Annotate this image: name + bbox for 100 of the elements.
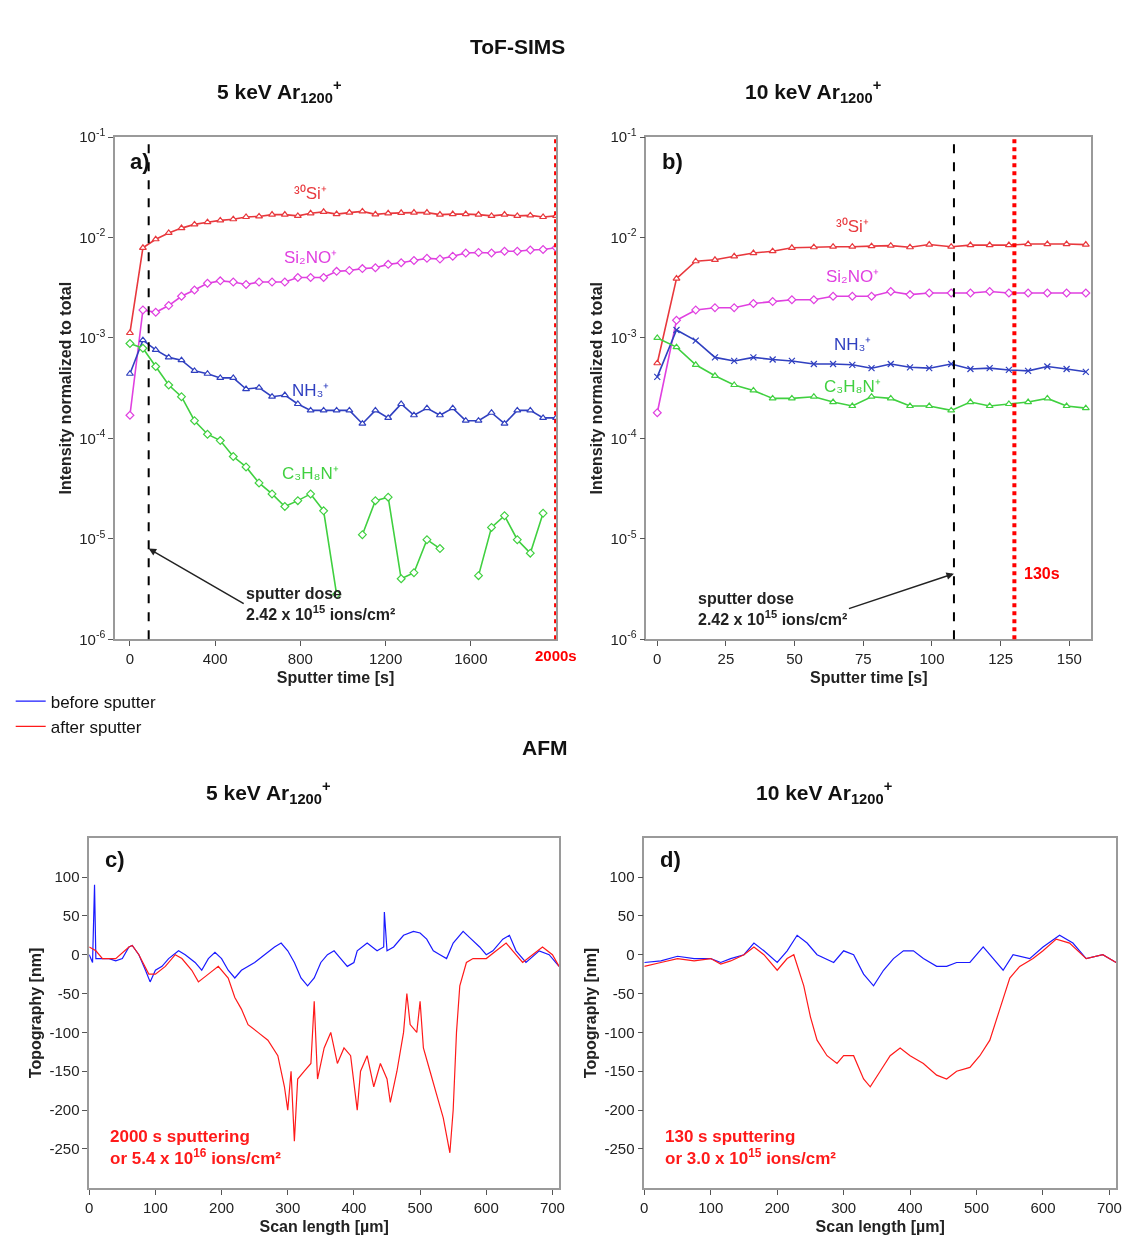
point	[345, 208, 354, 215]
point	[500, 246, 510, 256]
point	[652, 408, 662, 418]
point	[985, 241, 994, 248]
x-tick-label: 75	[854, 650, 872, 668]
point	[125, 410, 135, 420]
ref-line-label: 2000s	[535, 647, 577, 664]
point	[448, 210, 457, 217]
point	[925, 240, 934, 247]
point	[216, 216, 225, 223]
point	[985, 402, 994, 409]
point	[189, 285, 199, 295]
series-label: C₃H₈N⁺	[824, 377, 881, 396]
point	[768, 247, 777, 254]
point	[409, 208, 419, 215]
y-tick-label: 100	[609, 868, 635, 886]
series-label: ³⁰Si⁺	[836, 217, 869, 236]
point	[487, 212, 496, 219]
point	[966, 398, 975, 405]
point	[164, 380, 174, 390]
point	[729, 303, 739, 313]
x-tick-label: 500	[964, 1198, 990, 1216]
point	[1062, 240, 1071, 247]
y-tick-label: 10$^{-2}$	[79, 226, 106, 246]
point	[692, 337, 700, 345]
point	[1043, 394, 1052, 401]
point	[280, 501, 290, 511]
line-series	[644, 938, 1117, 1088]
point	[487, 248, 497, 258]
y-tick-label: 10$^{-4}$	[610, 427, 637, 447]
x-tick-label: 600	[1030, 1198, 1056, 1216]
x-tick-label: 400	[202, 650, 228, 668]
y-tick-label: 10$^{-6}$	[610, 628, 637, 648]
point	[151, 307, 161, 317]
point	[768, 394, 777, 401]
point	[672, 326, 681, 334]
point	[190, 220, 199, 227]
point	[947, 406, 956, 413]
point	[966, 365, 975, 373]
point	[319, 272, 329, 282]
point	[1081, 404, 1090, 411]
point	[749, 249, 758, 256]
point	[422, 253, 432, 263]
point	[203, 218, 212, 225]
point	[526, 406, 535, 413]
x-tick-label: 0	[640, 1198, 649, 1216]
point	[125, 339, 135, 349]
x-tick-label: 300	[275, 1198, 301, 1216]
x-tick-label: 25	[717, 650, 735, 668]
point	[461, 248, 471, 258]
point	[293, 496, 303, 506]
point	[177, 356, 186, 363]
point	[538, 244, 548, 254]
annotation: 130 s sputtering or 3.0 x 10$^{15}$ ions/cm²	[665, 1127, 837, 1169]
point	[886, 286, 896, 296]
x-tick-label: 800	[287, 650, 313, 668]
point	[448, 251, 458, 261]
x-tick-label: 400	[341, 1198, 367, 1216]
y-tick-label: -50	[612, 984, 635, 1002]
point	[1024, 240, 1033, 247]
y-tick-label: -50	[57, 984, 80, 1002]
x-tick-label: 1200	[368, 650, 403, 668]
point	[422, 404, 432, 411]
point	[306, 406, 315, 413]
point	[241, 385, 251, 392]
point	[306, 272, 316, 282]
point	[1062, 402, 1071, 409]
point	[435, 254, 445, 264]
point	[730, 357, 738, 365]
y-tick-label: -150	[604, 1062, 635, 1080]
point	[435, 544, 445, 554]
point	[215, 276, 225, 286]
x-axis-title: Scan length [µm]	[815, 1217, 945, 1235]
point	[357, 264, 367, 274]
point	[810, 360, 818, 368]
point	[293, 272, 303, 282]
point	[848, 361, 856, 369]
point	[905, 290, 915, 300]
point	[867, 364, 876, 372]
point	[189, 416, 199, 426]
point	[370, 496, 380, 506]
point	[1043, 240, 1052, 247]
point	[1023, 288, 1033, 298]
point	[867, 242, 876, 249]
y-tick-label: -200	[49, 1101, 80, 1119]
point	[435, 411, 445, 418]
x-tick-label: 100	[142, 1198, 168, 1216]
x-axis-title: Sputter time [s]	[276, 669, 395, 687]
point	[905, 243, 915, 250]
point	[332, 406, 341, 413]
series-label: NH₃⁺	[834, 335, 872, 354]
annotation: c)	[105, 847, 125, 872]
point	[397, 400, 406, 407]
series-label: ³⁰Si⁺	[294, 184, 327, 203]
y-tick-label: 50	[62, 907, 80, 925]
y-tick-label: -150	[49, 1062, 80, 1080]
point	[986, 364, 994, 372]
point	[176, 392, 186, 402]
point	[925, 402, 934, 409]
point	[867, 291, 877, 301]
